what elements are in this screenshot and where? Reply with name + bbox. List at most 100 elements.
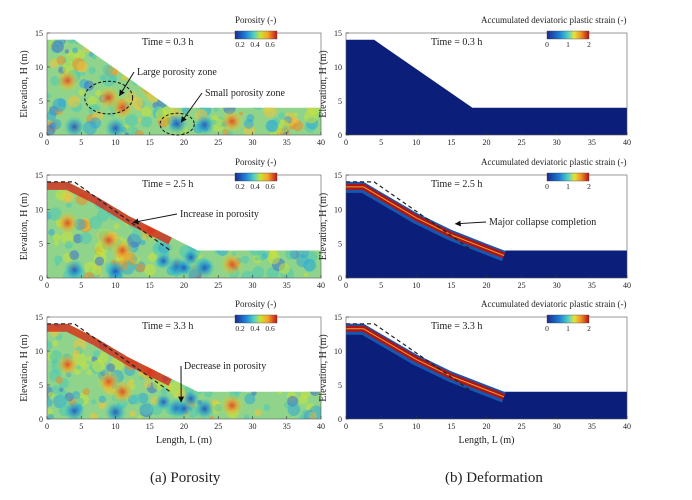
porosity-texture [181, 92, 193, 104]
porosity-texture [172, 56, 183, 66]
porosity-low-zone [63, 115, 86, 135]
porosity-texture [290, 34, 295, 39]
porosity-texture [210, 171, 220, 181]
porosity-texture [167, 194, 180, 206]
porosity-texture [161, 84, 170, 93]
x-tick-label: 0 [45, 138, 49, 147]
porosity-texture [151, 358, 160, 367]
y-tick-label: 10 [35, 205, 43, 214]
porosity-texture [213, 341, 224, 352]
colorbar-title: Porosity (-) [235, 299, 276, 309]
porosity-texture [176, 82, 181, 87]
porosity-texture [94, 323, 101, 325]
porosity-texture [114, 329, 127, 342]
porosity-texture [296, 59, 303, 66]
porosity-texture [285, 342, 297, 353]
porosity-texture [239, 352, 246, 359]
porosity-low-zone [193, 256, 216, 278]
x-tick-label: 40 [317, 422, 325, 431]
annotation-arrow [180, 92, 203, 123]
x-tick-label: 0 [344, 138, 348, 147]
porosity-texture [212, 40, 222, 50]
time-label: Time = 3.3 h [431, 321, 482, 332]
porosity-texture [210, 51, 220, 61]
porosity-texture [268, 382, 277, 391]
porosity-texture [78, 89, 85, 96]
porosity-texture [275, 353, 282, 360]
colorbar-tick-label: 0.6 [265, 182, 275, 191]
porosity-texture [271, 381, 283, 393]
porosity-texture [66, 39, 77, 44]
porosity-texture [175, 194, 181, 200]
porosity-texture [199, 381, 205, 388]
x-tick-label: 40 [317, 281, 325, 290]
colorbar-title: Accumulated deviatoric plastic strain (-… [481, 15, 626, 25]
colorbar-tick-label: 0.4 [250, 182, 260, 191]
porosity-texture [293, 112, 298, 117]
porosity-high-zone [55, 68, 80, 93]
porosity-texture [159, 225, 165, 231]
porosity-texture [141, 106, 152, 118]
porosity-texture [208, 375, 223, 389]
porosity-texture [132, 327, 143, 338]
x-tick-label: 10 [112, 138, 120, 147]
colorbar-tick-label: 0 [545, 40, 549, 49]
porosity-texture [306, 209, 313, 216]
porosity-texture [189, 372, 198, 381]
porosity-texture [69, 250, 80, 261]
porosity-texture [278, 112, 286, 120]
porosity-texture [287, 403, 301, 416]
porosity-texture [259, 255, 265, 262]
porosity-texture [132, 202, 137, 207]
porosity-texture [246, 218, 260, 232]
porosity-texture [64, 193, 71, 201]
colorbar-title: Accumulated deviatoric plastic strain (-… [481, 299, 626, 309]
porosity-texture [241, 200, 246, 206]
porosity-texture [290, 211, 301, 222]
soil-fill [346, 323, 627, 419]
porosity-high-zone [219, 393, 244, 418]
porosity-texture [206, 181, 220, 191]
porosity-texture [262, 103, 277, 118]
porosity-texture [94, 256, 105, 266]
porosity-texture [288, 181, 296, 188]
porosity-texture [177, 99, 185, 107]
colorbar-tick-label: 0.4 [250, 324, 260, 333]
x-tick-label: 40 [623, 422, 631, 431]
x-tick-label: 25 [518, 422, 526, 431]
y-tick-label: 5 [39, 240, 43, 249]
porosity-texture [156, 52, 168, 64]
porosity-texture [47, 413, 54, 419]
porosity-texture [265, 119, 279, 133]
porosity-texture [303, 347, 311, 356]
porosity-texture [218, 74, 224, 81]
soil-fill [346, 39, 627, 135]
porosity-texture [238, 349, 246, 358]
caption-deformation: (b) Deformation [445, 470, 543, 486]
colorbar-tick-label: 1 [566, 40, 570, 49]
x-tick-label: 0 [344, 422, 348, 431]
porosity-texture [300, 343, 307, 350]
porosity-texture [294, 341, 303, 351]
porosity-high-zone [110, 238, 135, 263]
x-tick-label: 20 [180, 138, 188, 147]
porosity-texture [83, 271, 95, 278]
colorbar-tick-label: 0 [545, 182, 549, 191]
x-tick-label: 5 [379, 138, 383, 147]
x-tick-label: 30 [249, 138, 257, 147]
porosity-texture [274, 231, 284, 241]
x-tick-label: 35 [588, 422, 596, 431]
porosity-texture [120, 66, 129, 75]
porosity-texture [280, 382, 290, 392]
colorbar [546, 314, 590, 324]
x-tick-label: 40 [317, 138, 325, 147]
x-tick-label: 0 [45, 281, 49, 290]
porosity-texture [251, 345, 257, 352]
porosity-texture [202, 376, 215, 389]
porosity-texture [55, 189, 67, 201]
porosity-texture [272, 236, 283, 247]
porosity-texture [92, 350, 101, 358]
porosity-texture [290, 229, 304, 242]
colorbar-tick-label: 0.6 [265, 324, 275, 333]
porosity-texture [215, 39, 224, 41]
